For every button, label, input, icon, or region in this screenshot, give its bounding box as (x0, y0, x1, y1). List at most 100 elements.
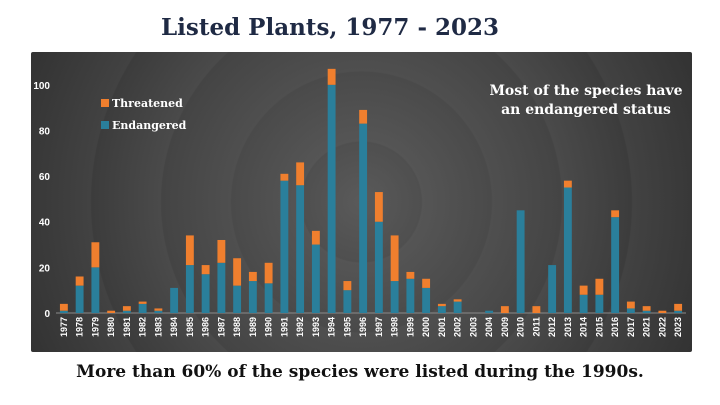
x-tick-label-2022: 2022 (657, 317, 667, 337)
x-tick-label-1989: 1989 (248, 317, 258, 337)
x-tick-label-2014: 2014 (579, 317, 589, 337)
x-tick-label-2017: 2017 (626, 317, 636, 337)
bar-threatened-1990 (264, 262, 273, 284)
x-tick-label-2001: 2001 (437, 317, 447, 337)
x-tick-label-2010: 2010 (516, 317, 526, 337)
x-tick-label-2004: 2004 (484, 317, 494, 337)
bar-threatened-1998 (390, 235, 399, 282)
bar-endangered-1984 (170, 287, 179, 313)
bar-endangered-1998 (390, 281, 399, 313)
x-tick-label-2015: 2015 (594, 317, 604, 337)
bar-chart: 0 20 40 60 80 100 1977 1978 1979 1980 1981 1982 1983… (33, 68, 686, 337)
x-tick-label-1988: 1988 (232, 317, 242, 337)
bar-threatened-1982 (138, 301, 147, 304)
y-tick-label: 60 (39, 172, 51, 183)
x-tick-label-2016: 2016 (610, 317, 620, 337)
bar-threatened-1997 (374, 192, 383, 222)
x-tick-label-1986: 1986 (201, 317, 211, 337)
x-tick-label-1981: 1981 (122, 317, 132, 337)
bar-threatened-2017 (626, 301, 635, 309)
bar-endangered-2013 (563, 187, 572, 313)
x-tick-label-1997: 1997 (374, 317, 384, 337)
bar-threatened-2023 (674, 303, 683, 311)
bar-endangered-2023 (674, 310, 683, 313)
x-tick-label-2011: 2011 (531, 317, 541, 337)
bar-endangered-1997 (374, 221, 383, 313)
bar-endangered-2000 (422, 287, 431, 313)
x-tick-label-2000: 2000 (421, 317, 431, 337)
bar-threatened-1993 (311, 230, 320, 245)
x-tick-label-1996: 1996 (358, 317, 368, 337)
bar-threatened-1979 (91, 242, 100, 268)
bar-threatened-2002 (453, 299, 462, 302)
bar-threatened-1988 (233, 258, 242, 286)
bar-endangered-2017 (626, 308, 635, 313)
bar-threatened-1987 (217, 239, 226, 263)
bar-threatened-1985 (185, 235, 194, 266)
bar-threatened-2000 (422, 278, 431, 288)
bar-endangered-1977 (59, 310, 68, 313)
bar-endangered-1987 (217, 262, 226, 313)
bar-endangered-2001 (437, 306, 446, 313)
bar-endangered-1983 (154, 310, 163, 313)
y-tick-label: 80 (39, 126, 51, 137)
bar-endangered-1999 (406, 278, 415, 313)
bar-threatened-1992 (296, 162, 305, 186)
bar-endangered-1979 (91, 267, 100, 313)
x-tick-label-2021: 2021 (642, 317, 652, 337)
bar-threatened-2016 (611, 210, 620, 218)
x-tick-label-2013: 2013 (563, 317, 573, 337)
x-tick-label-1993: 1993 (311, 317, 321, 337)
bar-threatened-1994 (327, 68, 336, 85)
y-tick-label: 0 (44, 309, 50, 320)
y-tick-label: 20 (39, 263, 51, 274)
x-tick-label-2003: 2003 (468, 317, 478, 337)
bar-endangered-1981 (122, 310, 131, 313)
x-tick-label-1983: 1983 (153, 317, 163, 337)
bar-threatened-1983 (154, 308, 163, 311)
y-tick-label: 100 (33, 81, 50, 92)
bar-threatened-2009 (500, 306, 509, 313)
bar-threatened-2013 (563, 180, 572, 188)
chart-title: Listed Plants, 1977 - 2023 (160, 14, 500, 41)
x-tick-label-1979: 1979 (90, 317, 100, 337)
bar-endangered-1982 (138, 303, 147, 313)
bar-threatened-1989 (248, 271, 257, 282)
bar-endangered-1985 (185, 265, 194, 313)
legend-label-threatened: Threatened (112, 97, 183, 110)
bar-threatened-1995 (343, 281, 352, 291)
legend-swatch-endangered (101, 121, 109, 129)
bar-endangered-1994 (327, 84, 336, 313)
bar-endangered-1993 (311, 244, 320, 313)
x-tick-label-1999: 1999 (405, 317, 415, 337)
bar-threatened-1977 (59, 303, 68, 311)
bar-threatened-1980 (107, 310, 116, 313)
x-tick-label-1980: 1980 (106, 317, 116, 337)
bar-threatened-2001 (437, 303, 446, 307)
x-tick-label-1991: 1991 (279, 317, 289, 337)
chart-caption: More than 60% of the species were listed… (76, 362, 644, 382)
bar-endangered-2015 (595, 294, 604, 313)
x-tick-label-1985: 1985 (185, 317, 195, 337)
x-tick-label-1978: 1978 (75, 317, 85, 337)
bar-endangered-1978 (75, 285, 84, 313)
chart-panel: 0 20 40 60 80 100 1977 1978 1979 1980 1981 1982 1983… (31, 52, 692, 352)
bar-threatened-1981 (122, 306, 131, 311)
bar-threatened-1986 (201, 265, 210, 275)
bar-threatened-1978 (75, 276, 84, 286)
bar-endangered-2004 (485, 310, 494, 313)
bar-threatened-1999 (406, 271, 415, 279)
x-tick-label-1990: 1990 (264, 317, 274, 337)
bar-threatened-2022 (658, 310, 667, 313)
x-tick-label-1982: 1982 (138, 317, 148, 337)
bar-threatened-2011 (532, 306, 541, 313)
bar-endangered-2002 (453, 301, 462, 313)
bar-threatened-2021 (642, 306, 651, 311)
x-tick-label-1984: 1984 (169, 317, 179, 337)
bar-endangered-1986 (201, 274, 210, 313)
y-tick-label: 40 (39, 218, 51, 229)
bar-endangered-1996 (359, 123, 368, 313)
bar-endangered-1989 (248, 281, 257, 313)
x-tick-label-1987: 1987 (216, 317, 226, 337)
x-tick-label-2023: 2023 (673, 317, 683, 337)
